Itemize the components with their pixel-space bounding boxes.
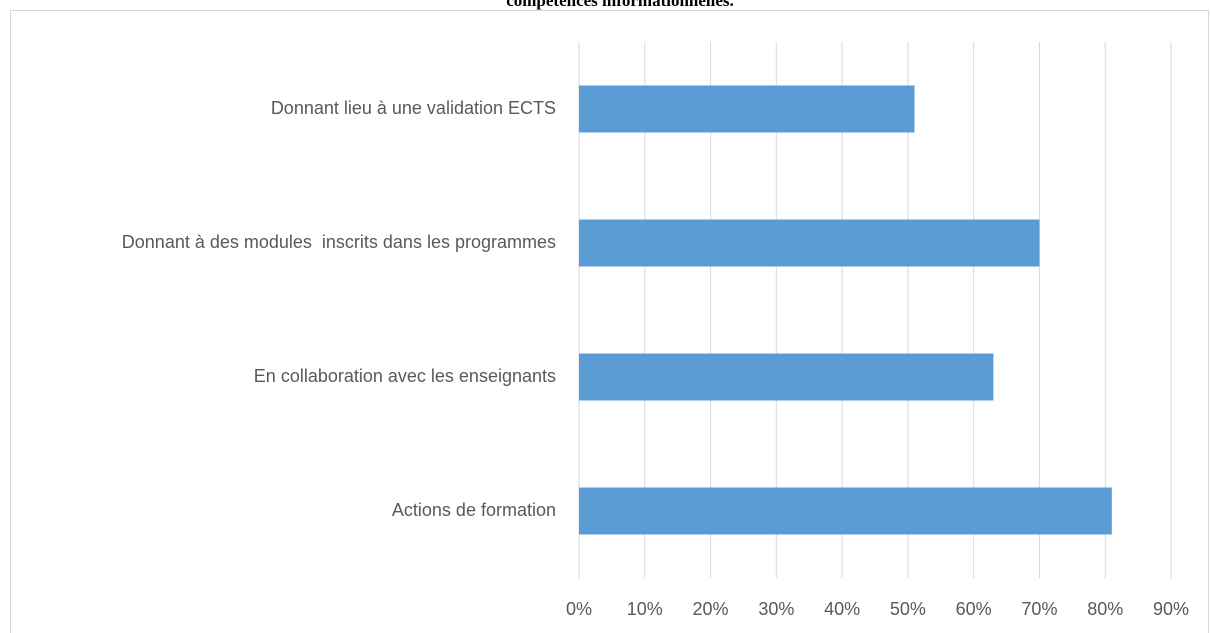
y-tick-label: Actions de formation: [392, 500, 556, 520]
bar: [579, 219, 1040, 267]
x-tick-label: 80%: [1087, 599, 1123, 619]
x-tick-label: 50%: [890, 599, 926, 619]
chart-title: compétences informationnelles.: [506, 0, 734, 10]
bar: [579, 487, 1112, 535]
x-tick-label: 90%: [1153, 599, 1189, 619]
bar: [579, 85, 915, 133]
x-tick-label: 40%: [824, 599, 860, 619]
x-tick-label: 10%: [627, 599, 663, 619]
y-tick-label: En collaboration avec les enseignants: [254, 366, 556, 386]
x-tick-label: 30%: [758, 599, 794, 619]
x-tick-label: 60%: [956, 599, 992, 619]
x-tick-label: 70%: [1021, 599, 1057, 619]
x-tick-label: 20%: [693, 599, 729, 619]
y-tick-label: Donnant lieu à une validation ECTS: [271, 98, 556, 118]
title-background: [420, 0, 820, 9]
x-tick-label: 0%: [566, 599, 592, 619]
bar: [579, 353, 994, 401]
y-tick-label: Donnant à des modules inscrits dans les …: [122, 232, 556, 252]
